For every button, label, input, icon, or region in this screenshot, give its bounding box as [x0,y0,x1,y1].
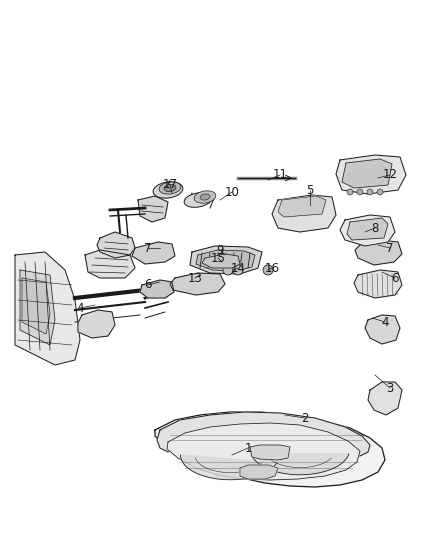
Circle shape [377,189,383,195]
Text: 13: 13 [187,271,202,285]
Ellipse shape [159,182,181,194]
Text: 6: 6 [144,279,152,292]
Ellipse shape [184,193,212,207]
Polygon shape [85,250,135,278]
Polygon shape [132,242,175,264]
Text: 15: 15 [211,252,226,264]
Circle shape [233,265,243,275]
Polygon shape [278,196,326,217]
Text: 9: 9 [216,244,224,256]
Polygon shape [218,444,242,458]
Text: 8: 8 [371,222,379,235]
Polygon shape [205,455,252,476]
Text: 12: 12 [382,168,398,182]
Polygon shape [368,382,402,415]
Text: 7: 7 [144,241,152,254]
Polygon shape [342,159,392,188]
Polygon shape [170,273,225,295]
Circle shape [357,189,363,195]
Text: 4: 4 [381,316,389,328]
Polygon shape [157,412,370,456]
Polygon shape [78,310,115,338]
Circle shape [223,265,233,275]
Text: 7: 7 [386,241,394,254]
Text: 14: 14 [230,262,246,274]
Circle shape [367,189,373,195]
Text: 3: 3 [386,382,394,394]
Polygon shape [240,465,278,479]
Text: 4: 4 [76,302,84,314]
Text: 1: 1 [244,441,252,455]
Polygon shape [15,252,80,365]
Polygon shape [202,254,240,268]
Polygon shape [354,270,402,298]
Polygon shape [180,455,277,480]
Text: 5: 5 [306,183,314,197]
Polygon shape [97,232,135,258]
Polygon shape [167,423,360,480]
Ellipse shape [164,184,176,191]
Text: 6: 6 [391,271,399,285]
Polygon shape [140,280,174,298]
Circle shape [263,265,273,275]
Polygon shape [251,454,349,475]
Polygon shape [340,215,395,246]
Polygon shape [20,270,55,345]
Ellipse shape [194,191,216,203]
Text: 17: 17 [162,179,177,191]
Polygon shape [336,155,406,194]
Text: 10: 10 [225,185,240,198]
Polygon shape [365,315,400,344]
Circle shape [347,189,353,195]
Polygon shape [196,250,255,271]
Polygon shape [22,278,50,334]
Ellipse shape [153,182,183,198]
Polygon shape [190,246,262,274]
Text: 2: 2 [301,411,309,424]
Text: 11: 11 [272,168,287,182]
Polygon shape [155,412,385,487]
Polygon shape [250,445,290,460]
Polygon shape [347,218,388,240]
Polygon shape [355,240,402,265]
Ellipse shape [200,194,210,200]
Polygon shape [138,196,168,222]
Polygon shape [272,195,336,232]
Text: 16: 16 [265,262,279,274]
